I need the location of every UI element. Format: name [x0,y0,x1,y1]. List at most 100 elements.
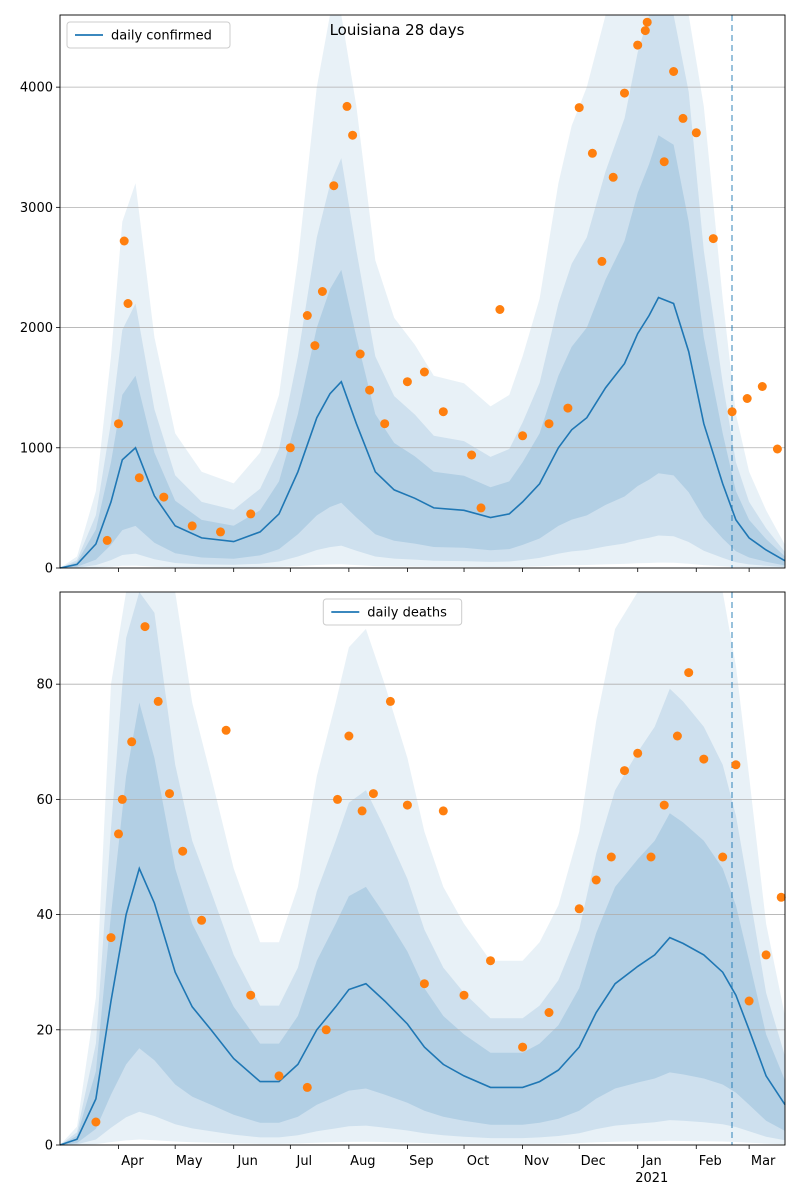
data-point [620,766,629,776]
data-point [329,181,339,191]
data-point [642,17,652,27]
x-tick-label: Dec [581,1154,606,1169]
y-tick-label: 1000 [20,441,53,456]
data-point [419,979,429,989]
data-point [380,419,390,429]
data-point [246,509,256,519]
data-point [197,915,207,925]
daily-deaths-line [59,866,786,1146]
data-point [699,754,709,764]
data-point [544,419,554,429]
data-point [678,113,688,123]
data-point [574,904,584,914]
uncertainty-band-1 [60,592,785,1145]
y-tick-label: 40 [36,908,53,923]
x-tick-label: Jan [641,1154,662,1169]
data-point [438,407,448,417]
data-point [708,234,718,244]
data-point [646,852,656,862]
data-point [355,349,365,359]
x-tick-label: May [176,1154,203,1169]
data-point [476,503,486,513]
data-point [684,668,694,678]
data-point [419,367,429,377]
x-tick-label: Apr [121,1154,144,1169]
data-point [165,789,174,799]
legend-label: daily deaths [367,606,447,621]
data-point [321,1025,331,1035]
x-tick-label: Feb [699,1154,722,1169]
data-point [285,443,295,453]
daily-confirmed-line [59,296,786,569]
data-point [606,852,616,862]
data-point [127,737,137,747]
data-point [187,521,197,531]
data-point [727,407,737,417]
legend-box [66,21,231,49]
x-tick-label: Sep [409,1154,434,1169]
y-tick-label: 20 [36,1023,53,1038]
data-point [633,748,643,758]
data-point [114,419,123,429]
confirmed-chart-panel: 0 1000 2000 3000 4000 Louisiana 28 days daily … [20,14,786,577]
data-point [402,800,412,810]
data-point [140,622,150,632]
x-tick-label: Oct [467,1154,489,1169]
data-point [518,1042,528,1052]
data-point [310,341,320,351]
data-point [123,299,133,308]
data-point [119,236,129,246]
legend-box [322,598,463,626]
data-point [302,311,312,320]
data-point [159,492,169,502]
legend-label: daily confirmed [111,29,212,44]
y-tick-label: 3000 [20,201,53,216]
data-point [302,1082,312,1092]
data-point [620,88,629,98]
data-point [459,990,469,1000]
x-tick-label: Jul [295,1154,312,1169]
data-point [563,403,573,413]
x-tick-label: Aug [350,1154,375,1169]
data-point [348,130,358,140]
data-point [333,794,342,804]
axes-frame [59,591,786,1146]
data-point [342,101,352,111]
data-point [587,148,597,158]
data-point [761,950,771,960]
data-point [486,956,495,966]
data-point [608,172,618,182]
data-point [274,1071,284,1081]
data-point [776,892,786,902]
data-point [731,760,741,770]
data-point [669,67,679,76]
data-point [106,933,116,943]
y-tick-label: 0 [45,562,53,577]
data-point [438,806,448,816]
data-point [114,829,123,839]
uncertainty-band-2 [60,592,785,1145]
data-point [317,287,327,296]
data-point [102,535,112,545]
data-point [134,473,144,483]
data-point [744,996,754,1006]
data-point [633,40,643,50]
x-year-label: 2021 [635,1171,668,1186]
uncertainty-band-3 [60,702,785,1145]
x-axis-tick-labels: Apr May Jun Jul Aug Sep Oct Nov Dec Jan Feb Mar 2021 [118,568,776,1186]
data-point [153,696,163,706]
deaths-chart-panel: 0 20 40 60 80 daily deaths [36,591,786,1154]
x-tick-label: Nov [524,1154,550,1169]
data-point [178,846,188,856]
data-point [368,789,378,799]
data-point [385,696,395,706]
data-point [574,103,584,113]
data-point [772,444,782,454]
data-point [659,800,669,810]
axes-frame [59,14,786,569]
data-point [757,382,767,391]
data-point [659,157,669,167]
data-point [718,852,728,862]
uncertainty-band-3 [60,135,785,568]
